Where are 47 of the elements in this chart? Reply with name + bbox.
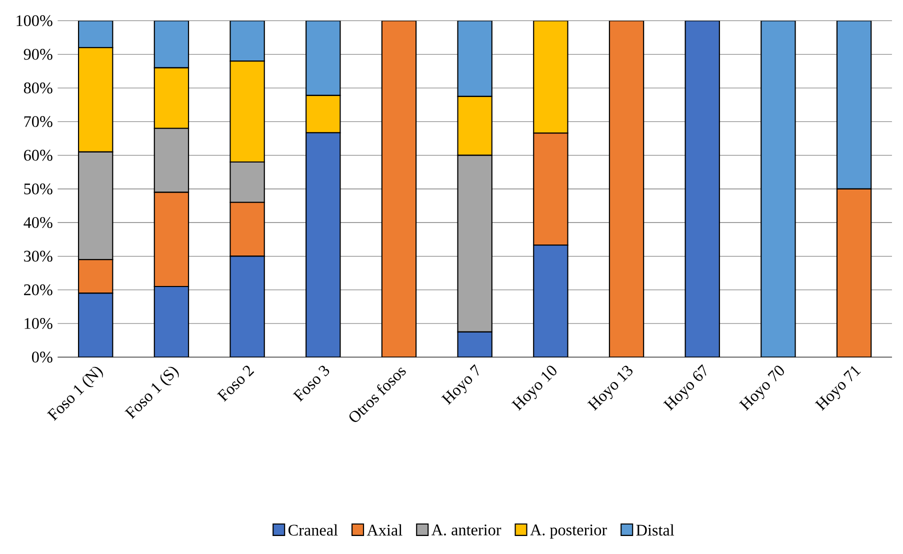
y-tick-label: 40% [24,217,52,228]
x-tick-label: Foso 1 (S) [124,367,179,420]
bar [230,202,265,257]
bar [306,95,341,134]
bar [457,332,492,358]
y-tick-label: 10% [24,318,52,330]
bar [836,188,872,358]
bar [78,47,114,153]
bar [760,20,796,358]
y-tick-label: 60% [24,150,52,161]
bar [78,259,114,294]
y-tick-label: 90% [24,49,52,60]
bar [230,256,265,358]
y-tick-label: 20% [24,284,52,296]
x-tick-label: Foso 2 [216,366,254,402]
legend-label: A. posterior [530,524,607,539]
bar [836,20,872,190]
y-tick-label: 100% [16,15,52,26]
bar [533,132,568,246]
y-tick-label: 30% [24,250,52,262]
bar [154,286,190,358]
legend-label: Distal [636,524,674,536]
x-tick-label: Foso 1 (N) [46,367,103,422]
bar [306,20,341,96]
bar [608,20,644,358]
bar [533,244,568,358]
bar [230,20,265,62]
y-tick-label: 80% [24,82,52,94]
bar [306,132,341,358]
legend-label: A. anterior [431,524,502,536]
bar [230,60,265,163]
bar [381,20,417,358]
legend-label: Craneal [288,524,338,536]
y-tick-label: 70% [24,116,52,128]
x-tick-label: Foso 3 [292,366,330,402]
bar [78,20,114,48]
bar [78,292,114,358]
y-tick-label: 0% [32,352,52,363]
bar [457,20,492,98]
bar [684,20,720,358]
bar [154,20,190,69]
bar [154,192,190,288]
legend-label: Axial [366,524,402,536]
bar [457,96,492,156]
bar [154,67,190,130]
y-tick-label: 50% [24,184,52,195]
bar [533,20,568,134]
